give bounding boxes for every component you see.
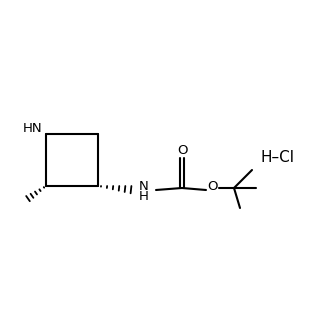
Text: O: O — [177, 144, 187, 156]
Text: HN: HN — [23, 122, 43, 136]
Text: H–Cl: H–Cl — [261, 150, 295, 166]
Text: O: O — [208, 181, 218, 193]
Text: H: H — [139, 189, 149, 203]
Text: N: N — [139, 180, 149, 192]
